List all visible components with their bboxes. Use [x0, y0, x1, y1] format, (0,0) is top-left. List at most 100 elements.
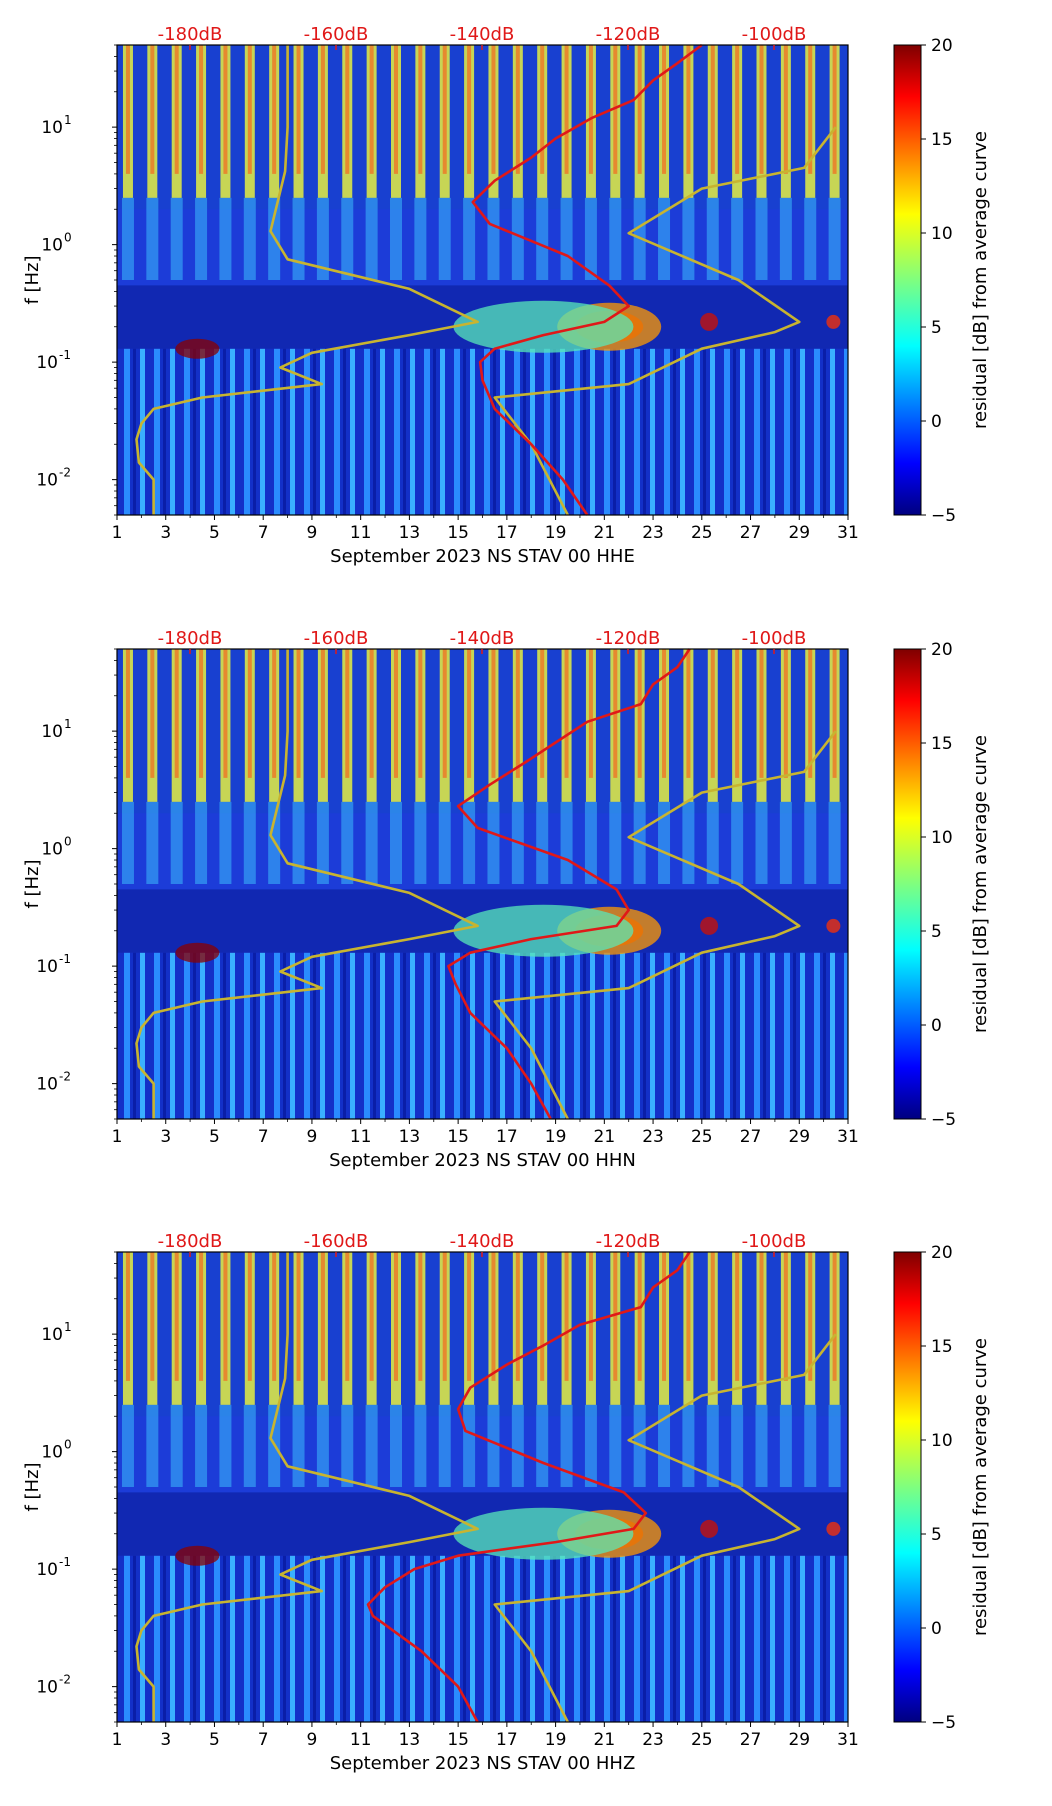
daily-noise-core — [540, 45, 545, 174]
daily-noise-core — [369, 1252, 374, 1381]
daily-noise-core — [369, 649, 374, 778]
y-tick-base: 10 — [36, 1075, 58, 1095]
daily-noise-tail — [779, 197, 792, 280]
daily-noise-core — [637, 45, 642, 174]
daily-noise-tail — [341, 197, 354, 280]
daily-noise-core — [686, 649, 691, 778]
daily-noise-core — [296, 45, 301, 174]
daily-noise-tail — [487, 801, 500, 884]
colorbar-tick-label: 15 — [931, 734, 953, 754]
daily-noise-core — [808, 649, 813, 778]
x-axis-label: September 2023 NS STAV 00 HHZ — [330, 1753, 636, 1774]
colorbar-tick-label: 10 — [931, 224, 953, 244]
daily-noise-tail — [438, 1404, 451, 1487]
y-tick-base: 10 — [36, 471, 58, 491]
x-tick-label: 23 — [642, 1127, 664, 1147]
daily-noise-tail — [755, 197, 768, 280]
x-axis-label: September 2023 NS STAV 00 HHE — [330, 546, 635, 567]
daily-noise-core — [296, 1252, 301, 1381]
colorbar: 20 15 10 5 0 −5 residual [dB] from average cur… — [893, 1243, 991, 1733]
colorbar-gradient — [893, 648, 922, 1120]
daily-noise-core — [662, 45, 667, 174]
x-tick-label: 27 — [740, 1730, 762, 1750]
daily-noise-core — [369, 45, 374, 174]
x-tick-label: 27 — [740, 523, 762, 543]
daily-noise-tail — [438, 197, 451, 280]
daily-noise-core — [223, 1252, 228, 1381]
spectrogram-image — [117, 649, 848, 1119]
daily-noise-core — [832, 1252, 837, 1381]
x-tick-label: 9 — [307, 523, 318, 543]
colorbar-label: residual [dB] from average curve — [970, 1338, 991, 1636]
daily-noise-core — [637, 1252, 642, 1381]
colorbar: 20 15 10 5 0 −5 residual [dB] from average cur… — [893, 640, 991, 1130]
daily-noise-tail — [511, 1404, 524, 1487]
daily-noise-tail — [292, 801, 305, 884]
daily-noise-tail — [365, 197, 378, 280]
x-tick-label: 5 — [209, 1127, 220, 1147]
colorbar-tick-label: 20 — [931, 1243, 953, 1263]
daily-noise-core — [345, 649, 350, 778]
daily-noise-core — [491, 1252, 496, 1381]
y-axis-label: f [Hz] — [22, 1462, 43, 1511]
daily-noise-tail — [804, 801, 817, 884]
spectrogram-image — [117, 1252, 848, 1722]
y-tick-base: 10 — [36, 353, 58, 373]
x-tick-label: 19 — [545, 1730, 567, 1750]
median-psd-curve — [471, 43, 703, 516]
daily-noise-core — [783, 649, 788, 778]
daily-noise-tail — [219, 801, 232, 884]
daily-noise-tail — [560, 197, 573, 280]
x-tick-label: 31 — [837, 1730, 859, 1750]
microseism-blob — [700, 1519, 719, 1538]
noise-model-curve — [135, 45, 479, 515]
daily-noise-core — [199, 45, 204, 174]
daily-noise-tail — [658, 801, 671, 884]
y-tick-exponent: 0 — [64, 231, 72, 245]
colorbar-tick-label: 0 — [931, 1619, 942, 1639]
db-tick-label: -180dB — [158, 628, 223, 649]
colorbar-tick-label: 5 — [931, 922, 942, 942]
y-tick-exponent: -2 — [59, 1673, 71, 1687]
daily-noise-tail — [682, 197, 695, 280]
median-psd-curve — [366, 1251, 691, 1723]
daily-noise-tail — [121, 197, 134, 280]
y-tick-base: 10 — [36, 957, 58, 977]
daily-noise-core — [808, 45, 813, 174]
daily-noise-tail — [243, 1404, 256, 1487]
daily-noise-core — [491, 45, 496, 174]
colorbar-tick-label: −5 — [931, 506, 956, 526]
microseism-blob — [453, 904, 634, 957]
y-tick-exponent: 1 — [64, 717, 72, 731]
daily-noise-tail — [584, 801, 597, 884]
daily-noise-core — [320, 1252, 325, 1381]
daily-noise-tail — [536, 801, 549, 884]
daily-noise-core — [247, 649, 252, 778]
daily-noise-tail — [706, 1404, 719, 1487]
daily-noise-tail — [779, 801, 792, 884]
microseism-blob — [175, 942, 220, 963]
daily-noise-core — [125, 45, 130, 174]
daily-noise-tail — [609, 801, 622, 884]
daily-noise-core — [442, 45, 447, 174]
daily-noise-tail — [731, 1404, 744, 1487]
colorbar-tick-label: 15 — [931, 130, 953, 150]
colorbar-tick-label: 20 — [931, 640, 953, 660]
daily-noise-tail — [365, 1404, 378, 1487]
daily-noise-tail — [414, 1404, 427, 1487]
daily-noise-tail — [195, 1404, 208, 1487]
spectrogram-image — [117, 45, 848, 515]
x-tick-label: 21 — [594, 1730, 616, 1750]
daily-noise-tail — [146, 801, 159, 884]
daily-noise-core — [588, 45, 593, 174]
daily-noise-core — [247, 1252, 252, 1381]
x-tick-label: 17 — [496, 523, 518, 543]
daily-noise-core — [759, 45, 764, 174]
daily-noise-tail — [755, 1404, 768, 1487]
x-tick-label: 25 — [691, 523, 713, 543]
daily-noise-core — [150, 1252, 155, 1381]
noise-model-curve — [135, 1252, 479, 1722]
y-tick-exponent: -1 — [59, 348, 71, 362]
high-frequency-band — [117, 45, 848, 210]
